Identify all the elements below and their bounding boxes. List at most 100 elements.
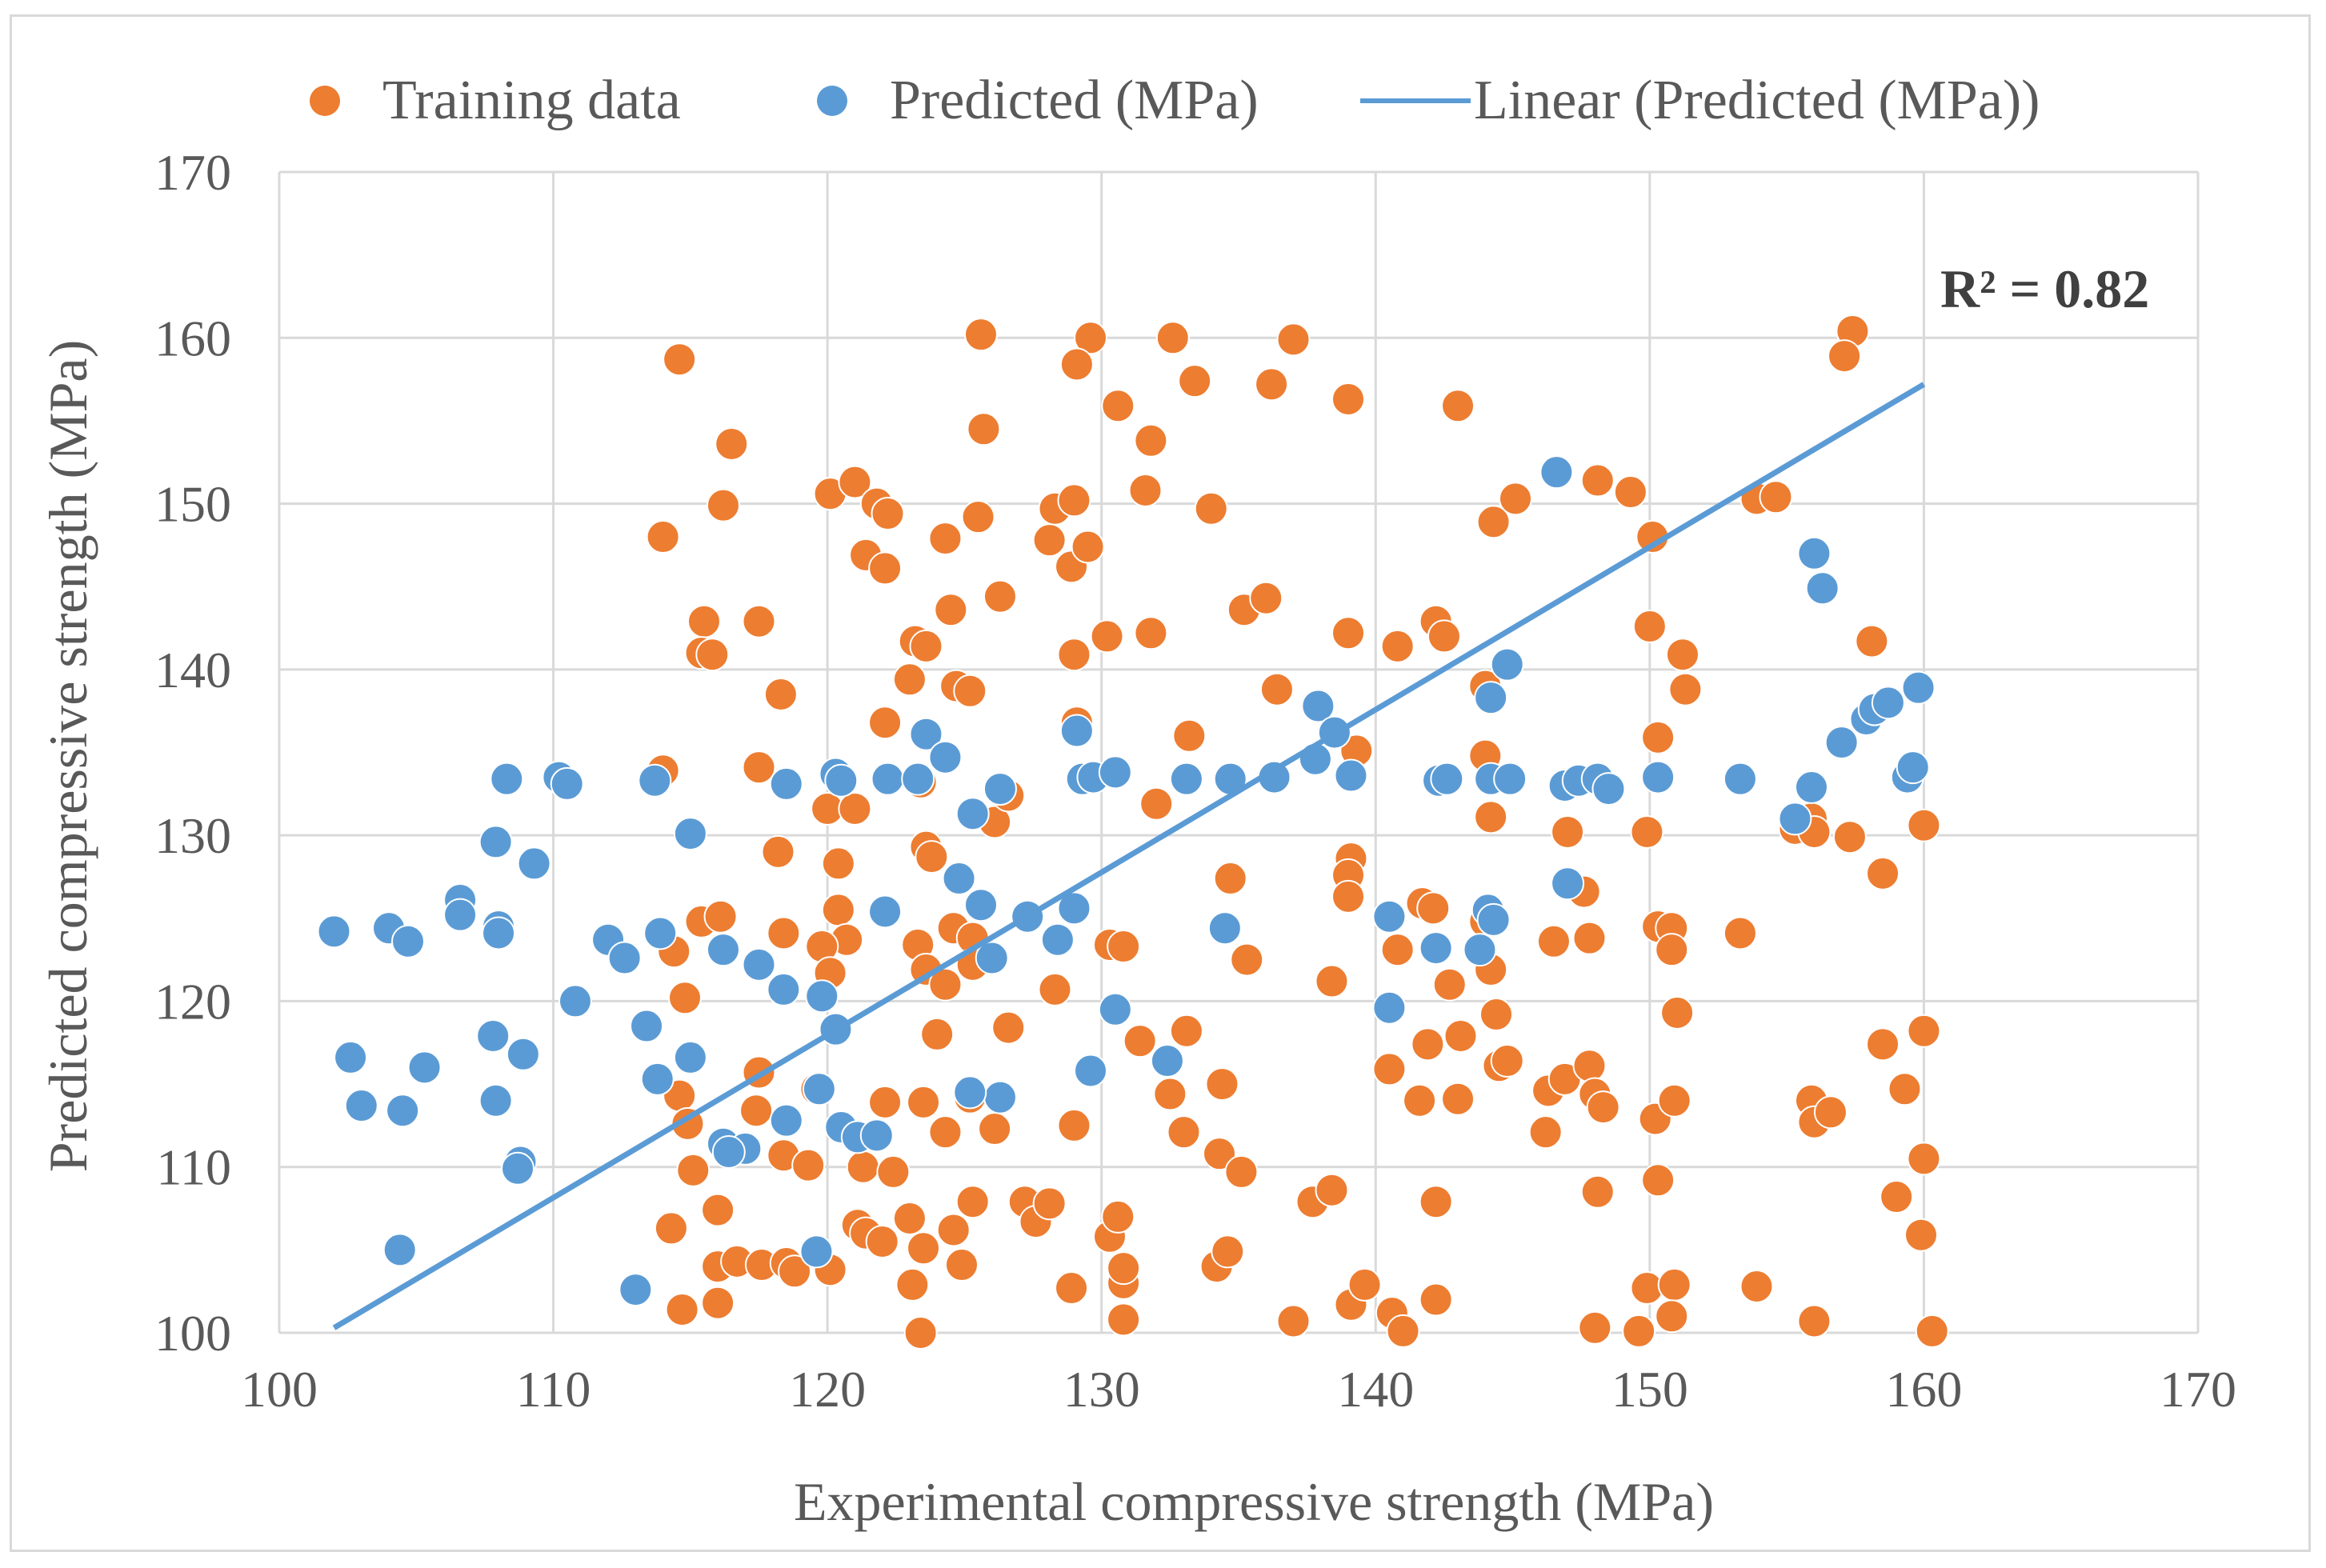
training-point [1739, 1269, 1774, 1303]
predicted-point [490, 762, 524, 796]
training-point [1797, 1304, 1832, 1338]
legend: Training data Predicted (MPa) Linear (Pr… [310, 70, 2040, 131]
training-point [1403, 1083, 1437, 1118]
predicted-point [942, 862, 976, 896]
training-point [1536, 924, 1571, 958]
training-point [928, 1115, 963, 1150]
training-point [915, 840, 949, 874]
predicted-point [1723, 762, 1757, 796]
predicted-point [317, 914, 351, 949]
predicted-point [1040, 922, 1075, 957]
training-point [1211, 1234, 1245, 1269]
y-tick-label: 130 [154, 807, 231, 864]
training-point [1090, 619, 1124, 654]
y-tick-label: 110 [156, 1139, 231, 1196]
training-point [821, 846, 855, 881]
training-point [983, 579, 1017, 614]
training-point [1866, 1027, 1900, 1062]
training-point [1476, 505, 1511, 539]
training-point [1419, 1185, 1453, 1219]
x-tick-label: 120 [789, 1361, 866, 1418]
predicted-point [769, 1103, 803, 1138]
predicted-point [630, 1009, 664, 1043]
predicted-point [859, 1118, 894, 1153]
training-point [761, 834, 795, 869]
predicted-point [1824, 726, 1859, 760]
predicted-point [506, 1037, 540, 1071]
trendline-layer [332, 382, 1926, 1330]
training-point [1386, 1314, 1420, 1348]
training-point [1331, 616, 1366, 650]
training-point [967, 412, 1001, 446]
training-point [1907, 1142, 1941, 1176]
training-point [928, 522, 963, 556]
predicted-point [1334, 758, 1368, 793]
training-point [907, 1085, 941, 1119]
training-point [1038, 972, 1072, 1006]
training-point [1907, 1014, 1941, 1048]
y-tick-label: 140 [154, 642, 231, 698]
y-tick-label: 120 [154, 973, 231, 1030]
predicted-point [1098, 755, 1132, 790]
training-point [1331, 382, 1366, 416]
predicted-point [1797, 536, 1832, 570]
training-point [1528, 1115, 1563, 1150]
training-point [1107, 1302, 1141, 1337]
data-points [317, 314, 1949, 1350]
training-point [1167, 1115, 1201, 1150]
training-point [1101, 389, 1135, 423]
training-point [1655, 933, 1689, 967]
training-point [1255, 367, 1289, 402]
predicted-point [1551, 866, 1585, 901]
training-point [1498, 482, 1532, 516]
legend-marker-training [310, 86, 340, 116]
training-point [928, 967, 963, 1002]
training-point [978, 1112, 1012, 1146]
predicted-point [983, 772, 1017, 806]
training-point [1230, 942, 1264, 977]
predicted-point [963, 888, 998, 922]
training-point [1057, 638, 1091, 672]
training-point [1657, 1267, 1691, 1302]
training-point [1101, 1199, 1135, 1234]
training-point [1832, 820, 1867, 854]
tick-labels: 100 110 120 130 140 150 160 170 100 110 120 130 140 1… [154, 144, 2236, 1418]
training-point [838, 465, 872, 499]
training-point [963, 318, 998, 352]
training-point [876, 1154, 911, 1189]
predicted-point [1419, 931, 1453, 966]
predicted-point [1207, 911, 1242, 946]
training-point [892, 1201, 927, 1235]
training-point [701, 1286, 735, 1320]
training-point [676, 1153, 711, 1187]
predicted-point [1896, 750, 1930, 785]
predicted-point [953, 1075, 987, 1110]
predicted-point [1059, 714, 1094, 748]
training-point [1059, 347, 1094, 382]
predicted-point [643, 916, 678, 950]
training-point [1249, 581, 1283, 615]
y-tick-label: 170 [154, 144, 231, 201]
predicted-point [391, 924, 426, 958]
training-point [663, 342, 697, 377]
training-point [909, 629, 943, 663]
training-point [953, 674, 987, 708]
predicted-point [1057, 891, 1091, 926]
training-point [1586, 1090, 1620, 1125]
training-point [1107, 1251, 1141, 1286]
predicted-point [805, 979, 839, 1014]
predicted-point [711, 1135, 746, 1170]
predicted-point [1150, 1044, 1184, 1078]
training-point [920, 1017, 955, 1051]
training-point [706, 488, 740, 522]
training-point [1276, 322, 1311, 357]
training-point [715, 426, 749, 461]
predicted-point [955, 797, 990, 831]
training-point [1134, 423, 1168, 458]
predicted-point [517, 846, 551, 881]
training-point [654, 1211, 688, 1246]
predicted-point [1074, 1054, 1108, 1088]
training-point [668, 981, 703, 1015]
predicted-point [407, 1050, 442, 1085]
